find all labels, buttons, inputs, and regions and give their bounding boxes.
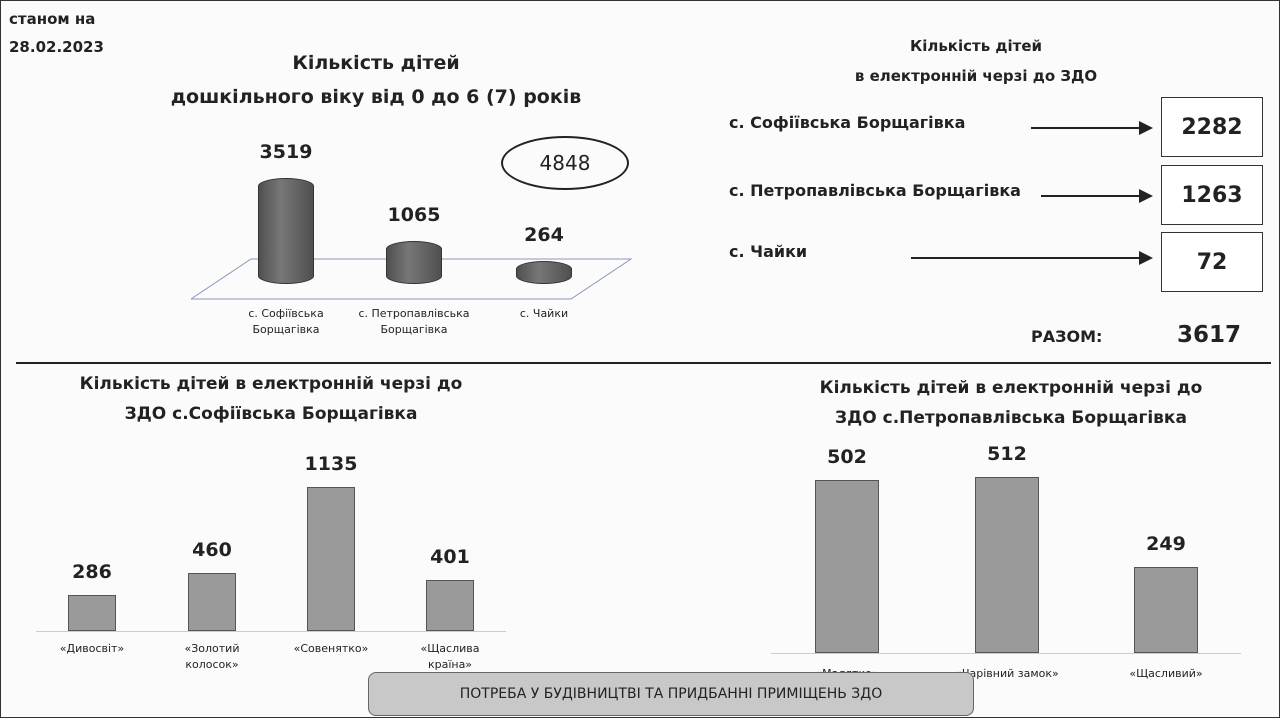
date-note: станом на 28.02.2023 bbox=[9, 5, 104, 61]
bar bbox=[68, 594, 116, 631]
title-line: ЗДО с.Петропавлівська Борщагівка bbox=[835, 408, 1187, 428]
category-label: «Золотий колосок» bbox=[184, 642, 240, 671]
arrow bbox=[911, 251, 1153, 265]
baseline bbox=[36, 631, 506, 632]
arrow bbox=[1041, 189, 1153, 203]
queue-value: 72 bbox=[1161, 232, 1263, 292]
title-line: Кількість дітей bbox=[909, 37, 1043, 55]
baseline bbox=[771, 653, 1241, 654]
bar bbox=[815, 480, 879, 653]
chart-title: Кількість дітей в електронній черзі до З… bbox=[21, 369, 521, 429]
value-label: 460 bbox=[192, 538, 232, 561]
total-label: РАЗОМ: bbox=[1031, 327, 1103, 346]
bar bbox=[307, 487, 355, 631]
bar bbox=[426, 580, 474, 631]
cylinder bbox=[516, 261, 572, 284]
arrow bbox=[1031, 121, 1153, 135]
total-ellipse: 4848 bbox=[501, 136, 629, 190]
chart-title: Кількість дітей дошкільного віку від 0 д… bbox=[141, 46, 611, 114]
divider bbox=[16, 362, 1271, 364]
category-label: с. Софіївська Борщагівка bbox=[248, 307, 324, 336]
cylinder bbox=[386, 240, 442, 284]
total: 4848 bbox=[539, 151, 591, 175]
title-line: Кількість дітей в електронній черзі до bbox=[79, 374, 463, 394]
value-label: 502 bbox=[827, 446, 867, 469]
footer-button: ПОТРЕБА У БУДІВНИЦТВІ ТА ПРИДБАННІ ПРИМІ… bbox=[368, 672, 974, 716]
cylinder bbox=[258, 178, 314, 284]
value-label: 286 bbox=[72, 560, 112, 583]
title-line: в електронній черзі до ЗДО bbox=[854, 67, 1098, 85]
value-label: 264 bbox=[524, 224, 564, 247]
queue-title: Кількість дітей в електронній черзі до З… bbox=[701, 31, 1251, 91]
category-label: «Чарівний замок» bbox=[955, 667, 1059, 680]
bar bbox=[1134, 567, 1198, 653]
title-line: ЗДО с.Софіївська Борщагівка bbox=[124, 404, 418, 424]
value-label: 1065 bbox=[387, 203, 441, 226]
bar bbox=[188, 572, 236, 631]
category-label: с. Чайки bbox=[519, 307, 569, 320]
value-label: 3519 bbox=[259, 141, 313, 163]
total-value: 3617 bbox=[1177, 322, 1242, 348]
category-label: «Щаслива країна» bbox=[420, 642, 480, 671]
queue-label: с. Чайки bbox=[729, 242, 808, 261]
title-line: дошкільного віку від 0 до 6 (7) років bbox=[170, 86, 582, 108]
value-label: 401 bbox=[430, 546, 470, 569]
queue-label: с. Софіївська Борщагівка bbox=[729, 113, 966, 132]
category-label: «Дивосвіт» bbox=[59, 642, 125, 655]
date-line: станом на bbox=[9, 10, 96, 28]
category-label: «Щасливий» bbox=[1129, 667, 1203, 680]
chart-title: Кількість дітей в електронній черзі до З… bbox=[761, 373, 1261, 433]
floor-plane bbox=[191, 258, 633, 300]
title-line: Кількість дітей в електронній черзі до bbox=[819, 378, 1203, 398]
title-line: Кількість дітей bbox=[292, 52, 460, 74]
queue-value: 2282 bbox=[1161, 97, 1263, 157]
floor bbox=[191, 258, 633, 300]
queue-label: с. Петропавлівська Борщагівка bbox=[729, 181, 1021, 200]
category-label: с. Петропавлівська Борщагівка bbox=[358, 307, 470, 336]
date-line: 28.02.2023 bbox=[9, 38, 104, 56]
value-label: 512 bbox=[987, 443, 1027, 465]
value-label: 249 bbox=[1146, 533, 1186, 556]
queue-value: 1263 bbox=[1161, 165, 1263, 225]
footer-text: ПОТРЕБА У БУДІВНИЦТВІ ТА ПРИДБАННІ ПРИМІ… bbox=[459, 686, 883, 702]
category-label: «Совенятко» bbox=[293, 642, 369, 655]
value-label: 1135 bbox=[304, 453, 358, 475]
bar bbox=[975, 477, 1039, 653]
